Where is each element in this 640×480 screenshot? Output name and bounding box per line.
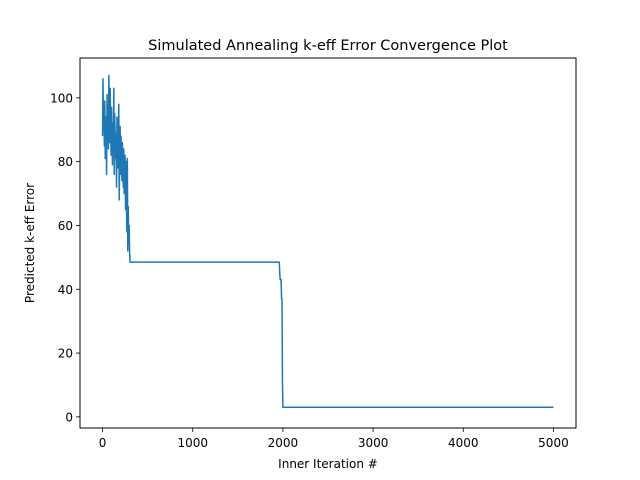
y-axis: 0 20 40 60 80 100 <box>50 91 80 424</box>
x-tick-label: 4000 <box>448 436 479 450</box>
x-axis: 0 1000 2000 3000 4000 5000 <box>99 428 569 450</box>
x-tick-label: 3000 <box>358 436 389 450</box>
y-tick-label: 0 <box>65 410 73 424</box>
x-tick-label: 5000 <box>538 436 569 450</box>
y-tick-label: 20 <box>58 347 73 361</box>
y-tick-label: 80 <box>58 155 73 169</box>
plot-area <box>101 74 554 409</box>
chart-title: Simulated Annealing k-eff Error Converge… <box>148 38 508 54</box>
x-tick-label: 0 <box>99 436 107 450</box>
axes-frame <box>79 57 577 429</box>
y-tick-label: 40 <box>58 283 73 297</box>
x-tick-label: 2000 <box>268 436 299 450</box>
y-tick-label: 100 <box>50 91 73 105</box>
x-tick-label: 1000 <box>177 436 208 450</box>
y-tick-label: 60 <box>58 219 73 233</box>
y-axis-label: Predicted k-eff Error <box>23 183 37 303</box>
x-axis-label: Inner Iteration # <box>278 457 378 471</box>
series-line-0 <box>101 74 554 409</box>
